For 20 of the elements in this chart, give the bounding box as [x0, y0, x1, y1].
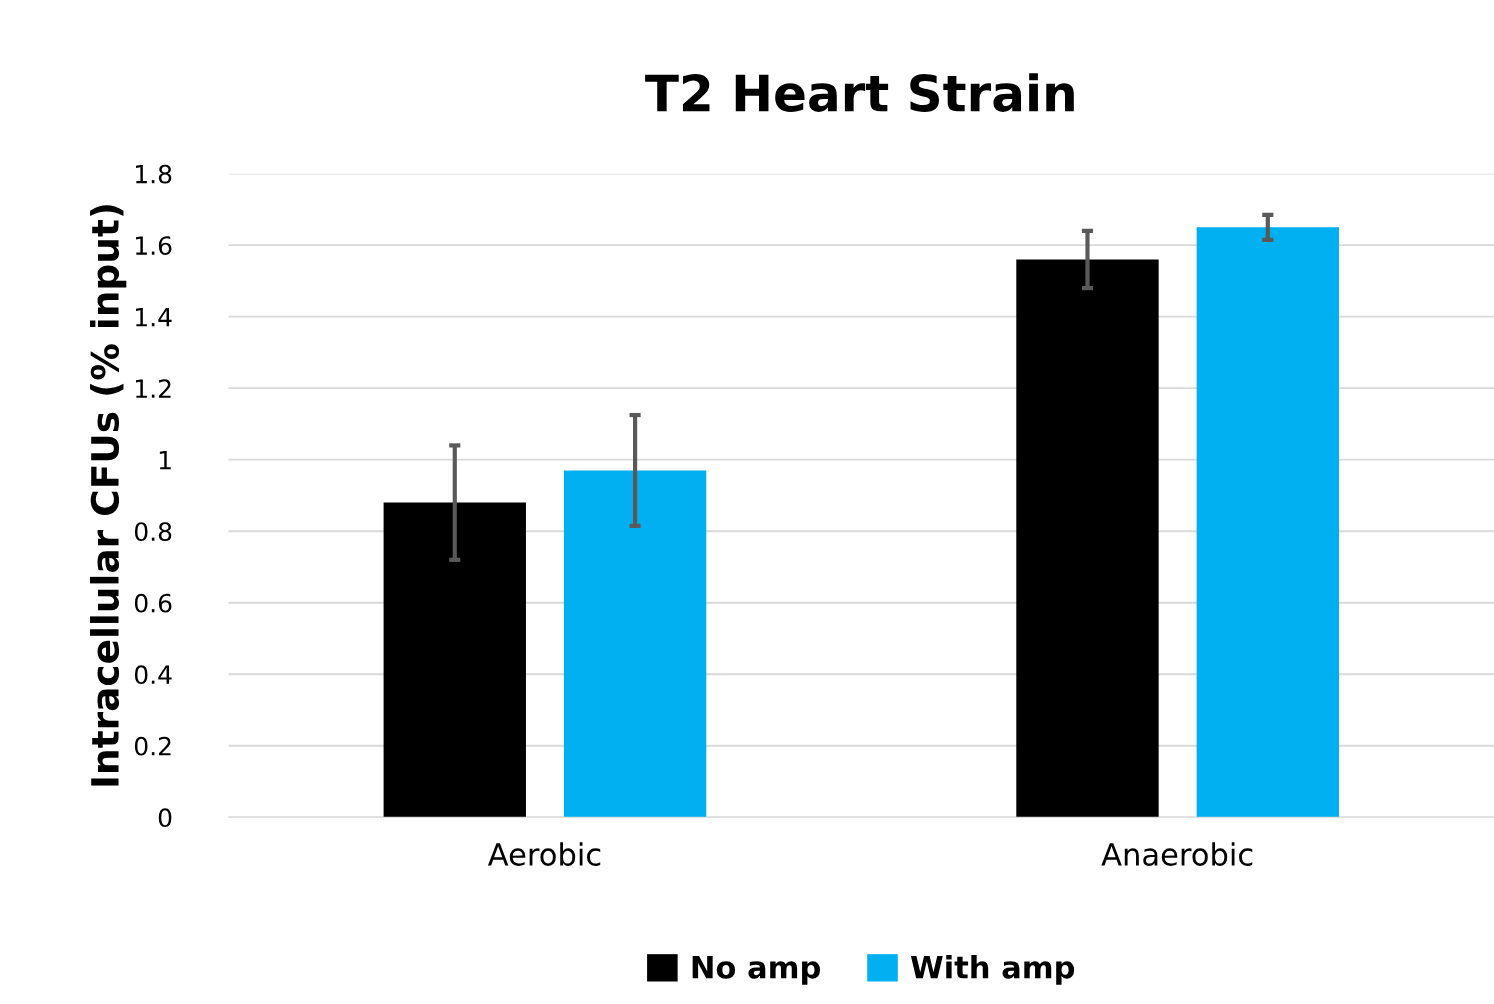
y-tick-label: 0.2 — [134, 736, 171, 756]
chart-title: T2 Heart Strain — [645, 73, 1074, 112]
legend-label: With amp — [910, 955, 1075, 985]
y-tick-label: 1.4 — [136, 307, 172, 327]
bar — [383, 502, 526, 818]
bar — [563, 470, 707, 818]
y-tick-label: 1.6 — [136, 236, 172, 256]
x-tick-label: Aerobic — [487, 842, 601, 866]
y-tick-label: 1.2 — [136, 379, 171, 398]
bar — [1016, 259, 1159, 818]
y-tick-label: 0.6 — [134, 593, 172, 613]
legend-label: No amp — [692, 956, 821, 985]
x-tick-label: Anaerobic — [1101, 842, 1253, 866]
bar — [1196, 227, 1339, 818]
y-tick-label: 1 — [159, 450, 171, 470]
y-tick-label: 0 — [158, 808, 172, 828]
y-axis-title: Intracellular CFUs (% input) — [90, 205, 127, 786]
y-tick-label: 0.4 — [134, 665, 172, 685]
y-tick-label: 0.8 — [134, 522, 172, 542]
y-tick-label: 1.8 — [136, 164, 172, 184]
